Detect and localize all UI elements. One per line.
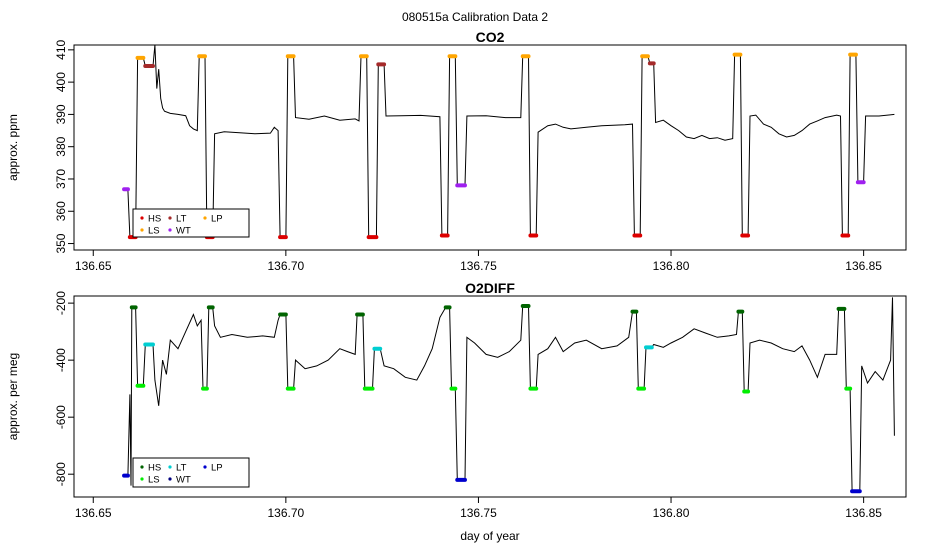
legend-swatch-lp bbox=[203, 465, 207, 469]
chart-title: O2DIFF bbox=[465, 280, 515, 296]
y-tick-label: 400 bbox=[54, 72, 68, 92]
x-axis-label: day of year bbox=[460, 529, 519, 543]
y-tick-label: 370 bbox=[54, 169, 68, 189]
x-tick-label: 136.80 bbox=[653, 506, 690, 520]
legend-label-hs: HS bbox=[148, 214, 161, 225]
x-tick-label: 136.85 bbox=[845, 259, 882, 273]
legend-swatch-ls bbox=[140, 228, 144, 232]
x-tick-label: 136.80 bbox=[653, 259, 690, 273]
legend-swatch-lp bbox=[203, 216, 207, 220]
legend-label-ls: LS bbox=[148, 475, 160, 486]
chart-title: CO2 bbox=[476, 29, 505, 45]
x-tick-label: 136.70 bbox=[268, 506, 305, 520]
x-tick-label: 136.75 bbox=[460, 259, 497, 273]
legend-swatch-hs bbox=[140, 465, 144, 469]
legend-label-lt: LT bbox=[176, 463, 187, 474]
legend-label-wt: WT bbox=[176, 475, 191, 486]
plot-frame bbox=[73, 295, 907, 498]
plot-area bbox=[122, 297, 895, 494]
legend-label-lp: LP bbox=[211, 214, 223, 225]
x-tick-label: 136.85 bbox=[845, 506, 882, 520]
legend-label-ls: LS bbox=[148, 226, 160, 237]
y-tick-label: 390 bbox=[54, 104, 68, 124]
series-line bbox=[124, 45, 895, 238]
legend-label-lp: LP bbox=[211, 463, 223, 474]
y-tick-label: -600 bbox=[54, 405, 68, 429]
x-tick-label: 136.70 bbox=[268, 259, 305, 273]
legend-swatch-lt bbox=[168, 216, 172, 220]
chart-panel-2: O2DIFF 136.65 136.70 136.75 136.80 136.85 -800… bbox=[6, 280, 907, 543]
y-axis-label: approx. ppm bbox=[6, 114, 20, 181]
y-tick-label: -200 bbox=[54, 291, 68, 315]
legend-label-hs: HS bbox=[148, 463, 161, 474]
y-tick-label: -800 bbox=[54, 462, 68, 486]
legend-swatch-hs bbox=[140, 216, 144, 220]
legend-swatch-lt bbox=[168, 465, 172, 469]
y-tick-label: 410 bbox=[54, 40, 68, 60]
legend-box bbox=[132, 457, 250, 488]
y-axis-label: approx. per meg bbox=[6, 353, 20, 440]
x-tick-label: 136.65 bbox=[75, 259, 112, 273]
chart-panel-1: CO2 136.65 136.70 136.75 136.80 136.85 350 360 3… bbox=[6, 29, 907, 273]
page-title: 080515a Calibration Data 2 bbox=[402, 10, 548, 24]
y-tick-label: -400 bbox=[54, 348, 68, 372]
plot-frame bbox=[73, 44, 907, 251]
y-tick-label: 350 bbox=[54, 233, 68, 253]
legend-box bbox=[132, 208, 250, 238]
legend: HS LT LP LS WT bbox=[132, 457, 250, 488]
legend-swatch-ls bbox=[140, 477, 144, 481]
legend: HS LT LP LS WT bbox=[132, 208, 250, 238]
legend-swatch-wt bbox=[168, 228, 172, 232]
y-tick-label: 380 bbox=[54, 136, 68, 156]
legend-label-lt: LT bbox=[176, 214, 187, 225]
y-tick-label: 360 bbox=[54, 201, 68, 221]
legend-label-wt: WT bbox=[176, 226, 191, 237]
x-tick-label: 136.75 bbox=[460, 506, 497, 520]
legend-swatch-wt bbox=[168, 477, 172, 481]
x-tick-label: 136.65 bbox=[75, 506, 112, 520]
